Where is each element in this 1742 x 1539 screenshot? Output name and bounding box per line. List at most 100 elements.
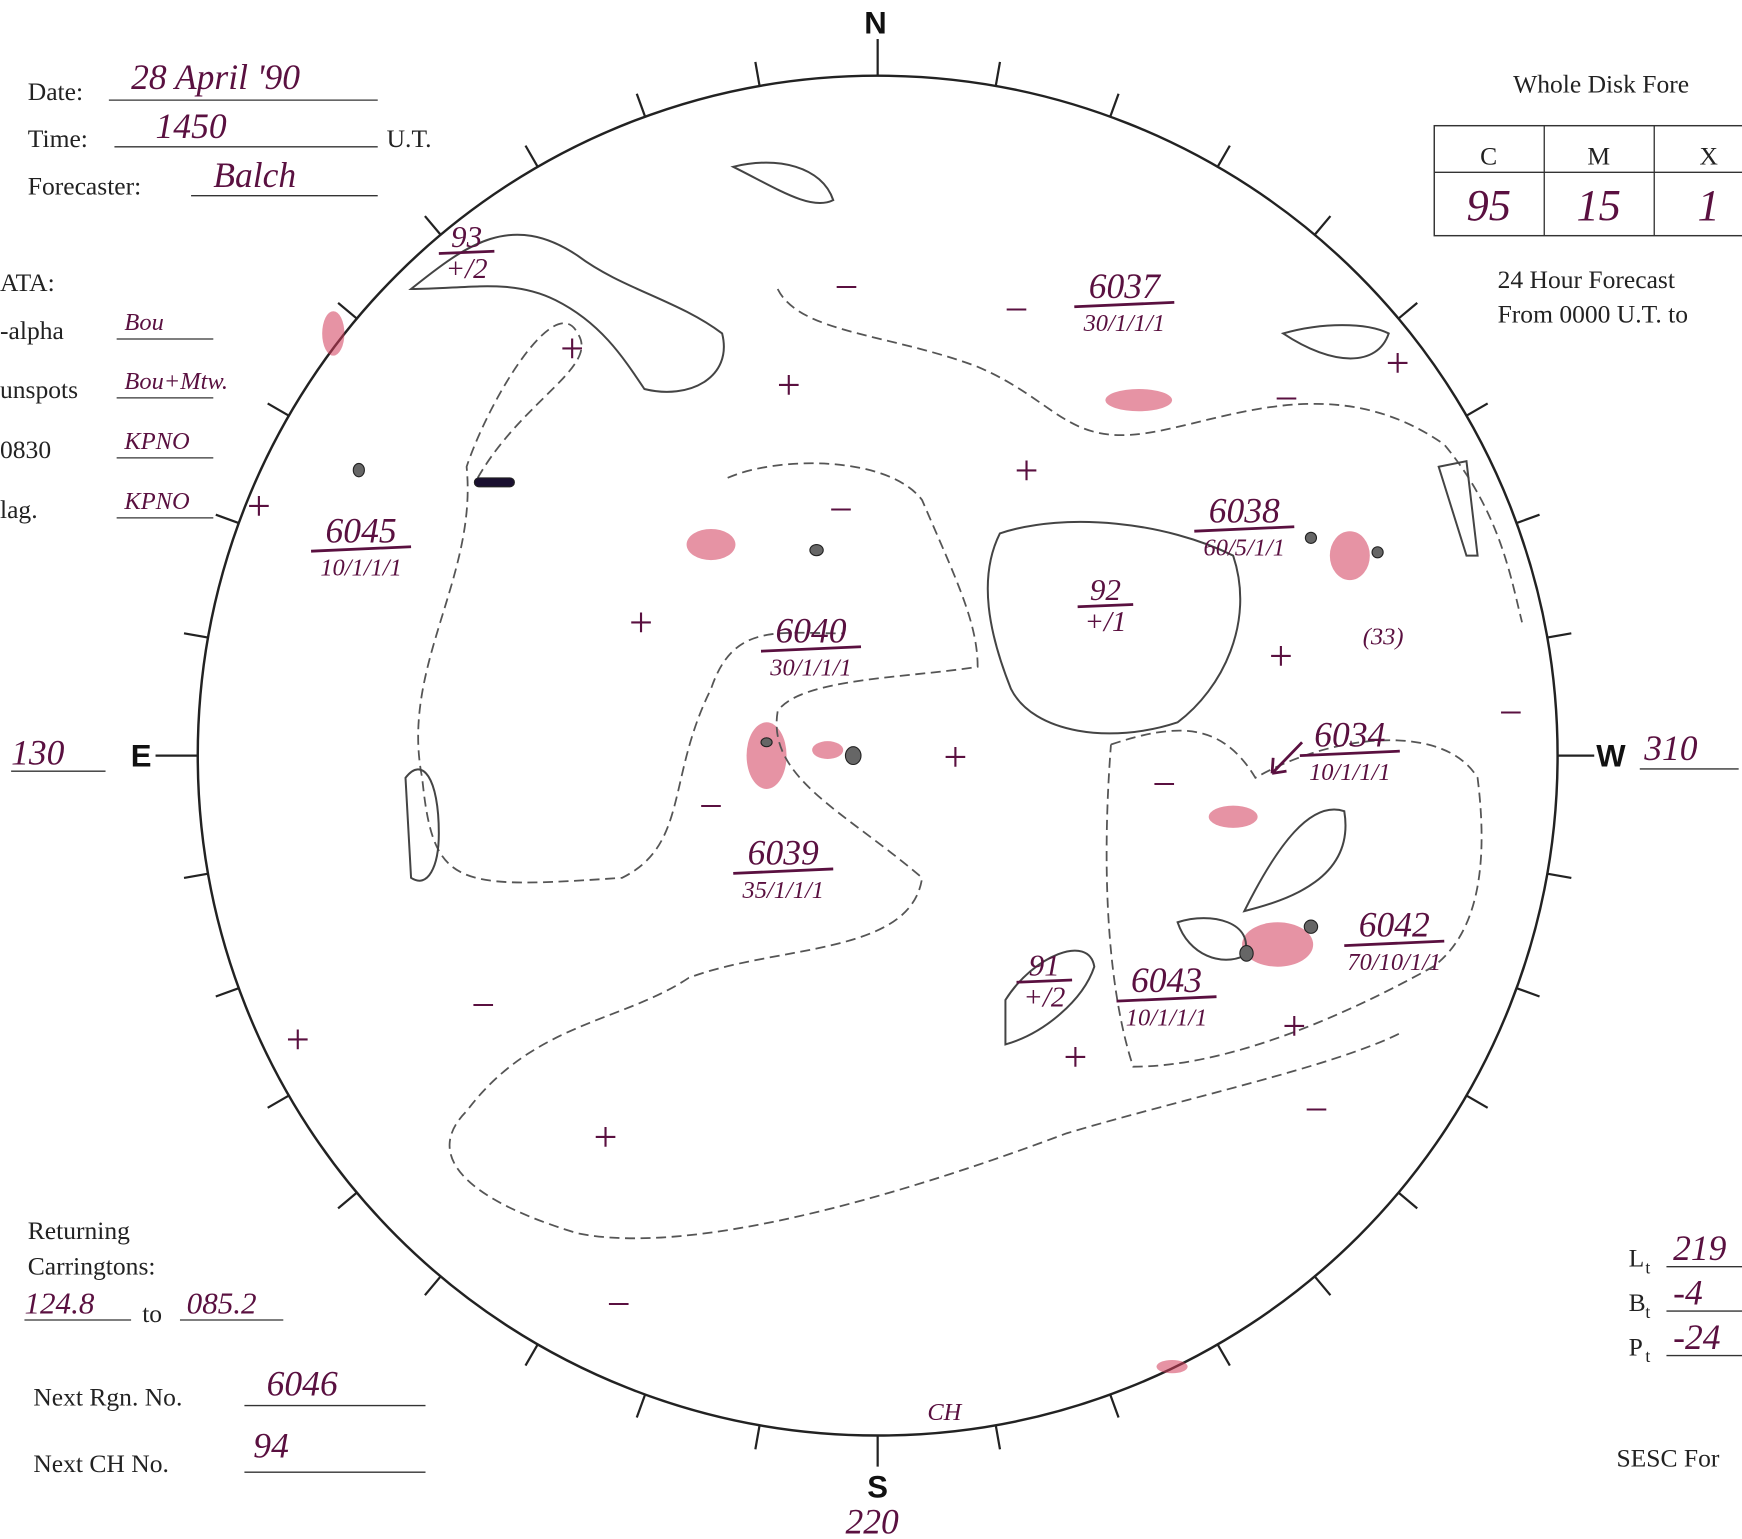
disk-tick xyxy=(184,874,208,878)
disk-ticks xyxy=(184,62,1571,1449)
source-label: -alpha xyxy=(0,316,64,345)
ch-polarity: +/1 xyxy=(1084,606,1126,638)
forecast-note: 24 Hour Forecast xyxy=(1498,265,1675,294)
plage xyxy=(322,311,1370,1373)
disk-tick xyxy=(1517,515,1540,523)
polarity-mark: − xyxy=(699,783,723,830)
region-class: 60/5/1/1 xyxy=(1204,535,1285,562)
polarity-mark: − xyxy=(829,486,853,533)
forecast-column: M xyxy=(1587,142,1610,171)
disk-tick xyxy=(996,1425,1000,1449)
region-class: 10/1/1/1 xyxy=(1309,759,1390,786)
source-value: Bou+Mtw. xyxy=(124,368,228,395)
forecaster-label: Forecaster: xyxy=(28,172,142,201)
polarity-mark: + xyxy=(1064,1034,1088,1081)
source-label: unspots xyxy=(0,375,78,404)
ch-number: 93 xyxy=(451,219,482,254)
next-region-value: 6046 xyxy=(267,1364,338,1404)
disk-tick xyxy=(268,403,289,415)
forecast-column: C xyxy=(1480,142,1497,171)
polarity-mark: − xyxy=(1152,761,1176,808)
carrington-to: 085.2 xyxy=(187,1285,257,1320)
disk-tick xyxy=(1547,633,1571,637)
disk-tick xyxy=(755,62,759,86)
disk-tick xyxy=(1315,1276,1331,1295)
polarity-mark: + xyxy=(1015,448,1039,495)
polarity-mark: − xyxy=(835,264,859,311)
ephemeris-value: -24 xyxy=(1673,1317,1720,1357)
next-ch-value: 94 xyxy=(253,1426,289,1466)
polarity-mark: − xyxy=(1499,690,1523,737)
time-unit: U.T. xyxy=(387,124,432,153)
region-class: 10/1/1/1 xyxy=(320,555,401,582)
annotation: CH xyxy=(927,1399,962,1426)
region-class: 10/1/1/1 xyxy=(1126,1005,1207,1032)
disk-tick xyxy=(216,515,239,523)
compass-n: N xyxy=(864,5,886,40)
disk-tick xyxy=(1399,1193,1418,1209)
polarity-mark: − xyxy=(1275,375,1299,422)
ephemeris-value: 219 xyxy=(1673,1228,1727,1268)
ephemeris-value: -4 xyxy=(1673,1272,1703,1312)
carrington-from: 124.8 xyxy=(24,1285,94,1320)
data-title: ATA: xyxy=(0,268,55,297)
disk-tick xyxy=(1315,216,1331,235)
compass-w: W xyxy=(1596,739,1626,774)
disk-tick xyxy=(425,216,441,235)
disk-tick xyxy=(1110,1395,1118,1418)
time-value: 1450 xyxy=(156,106,227,146)
forecast-value: 95 xyxy=(1466,180,1510,230)
ch-number: 92 xyxy=(1090,572,1121,607)
solar-disk xyxy=(198,76,1558,1436)
polarity-mark: + xyxy=(1269,633,1293,680)
next-region-label: Next Rgn. No. xyxy=(33,1383,182,1412)
polarity-mark: − xyxy=(471,982,495,1029)
polarity-mark: + xyxy=(777,362,801,409)
date-label: Date: xyxy=(28,77,83,106)
source-value: KPNO xyxy=(123,488,190,515)
region-class: 70/10/1/1 xyxy=(1347,949,1441,976)
ch-polarity: +/2 xyxy=(446,253,488,285)
ch-number: 91 xyxy=(1029,948,1060,983)
disk-tick xyxy=(1517,988,1540,996)
disk-tick xyxy=(637,1395,645,1418)
forecast-value: 15 xyxy=(1576,180,1620,230)
region-number: 6043 xyxy=(1131,960,1202,1000)
polarity-mark: + xyxy=(629,600,653,647)
disk-tick xyxy=(525,1344,537,1365)
polarity-mark: + xyxy=(247,483,271,530)
polarity-mark: + xyxy=(944,734,968,781)
disk-tick xyxy=(637,94,645,117)
west-longitude: 310 xyxy=(1643,728,1698,768)
next-ch-label: Next CH No. xyxy=(33,1449,169,1478)
disk-tick xyxy=(755,1425,759,1449)
synoptic-sheet: Date: 28 April '90 Time: 1450 U.T. Forec… xyxy=(0,0,1742,1539)
east-longitude: 130 xyxy=(11,733,65,773)
region-number: 6039 xyxy=(748,832,819,872)
annotation: (33) xyxy=(1363,624,1404,651)
disk-tick xyxy=(1399,303,1418,319)
source-label: 0830 xyxy=(0,435,51,464)
polarity-mark: − xyxy=(607,1281,631,1328)
carrington-to-label: to xyxy=(142,1299,162,1328)
carrington-title: Returning xyxy=(28,1216,130,1245)
disk-tick xyxy=(1110,94,1118,117)
source-value: KPNO xyxy=(123,428,190,455)
disk-tick xyxy=(525,146,537,167)
ephemeris-subscript: t xyxy=(1645,1346,1650,1366)
disk-tick xyxy=(996,62,1000,86)
ch-polarity: +/2 xyxy=(1023,982,1065,1014)
ephemeris-subscript: t xyxy=(1645,1302,1650,1322)
polarity-mark: + xyxy=(594,1114,618,1161)
forecaster-value: Balch xyxy=(213,155,296,195)
region-number: 6040 xyxy=(775,610,846,650)
disk-tick xyxy=(1547,874,1571,878)
date-value: 28 April '90 xyxy=(131,57,300,97)
disk-tick xyxy=(1466,1096,1487,1108)
disk-tick xyxy=(425,1276,441,1295)
polarity-mark: − xyxy=(1305,1086,1329,1133)
disk-tick xyxy=(184,633,208,637)
